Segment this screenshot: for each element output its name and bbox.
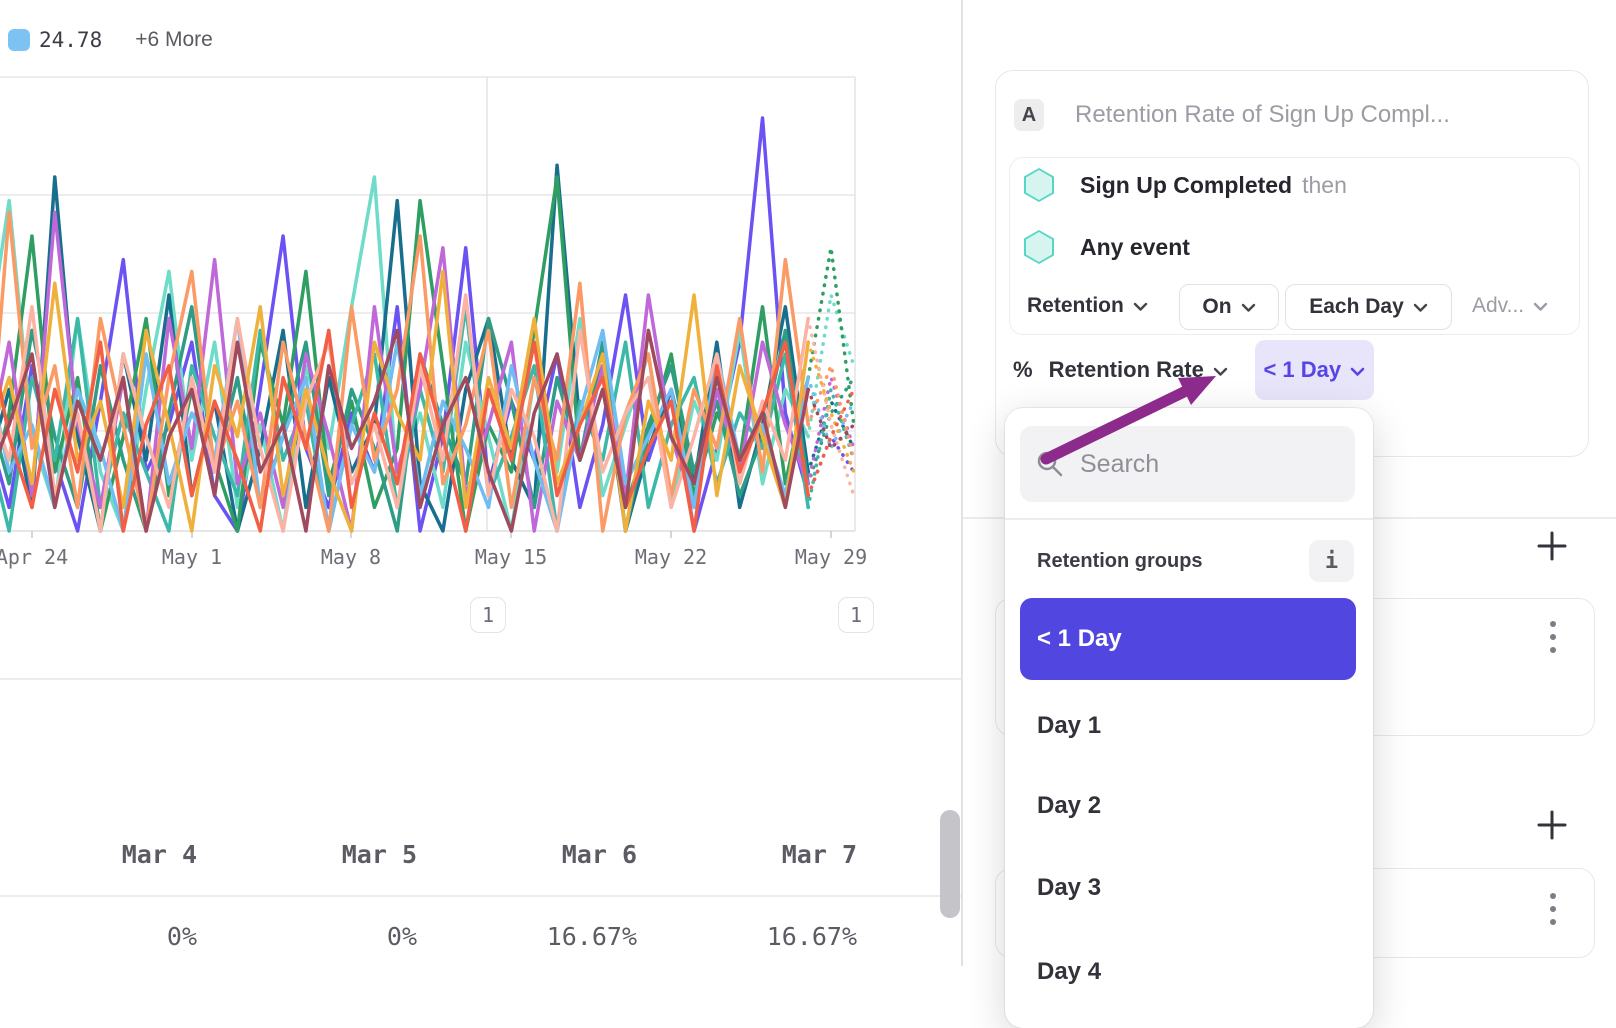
metric-card-title[interactable]: Retention Rate of Sign Up Compl... [1075, 101, 1450, 128]
event-hexagon-icon [1024, 230, 1054, 264]
table-column-header: Mar 4 [121, 840, 197, 869]
dropdown-item-day-4[interactable]: Day 4 [1037, 958, 1102, 985]
segment-menu-button[interactable] [1544, 615, 1562, 659]
interval-dropdown-button[interactable]: Each Day [1285, 284, 1452, 330]
chevron-down-icon [1213, 357, 1228, 383]
on-dropdown-button[interactable]: On [1179, 284, 1279, 330]
event-row[interactable]: Sign Up Completed then [1024, 168, 1347, 202]
group-label: Retention groups [1037, 549, 1203, 572]
chevron-down-icon [1533, 294, 1548, 318]
retention-groups-header: Retention groups i [1037, 540, 1357, 582]
search-icon [1036, 450, 1064, 478]
table-cell: 0% [386, 922, 417, 951]
event-name[interactable]: Sign Up Completed [1080, 171, 1293, 198]
search-box[interactable] [1020, 426, 1355, 502]
metric-card: A Retention Rate of Sign Up Compl... Sig… [995, 70, 1589, 457]
annotation-badge[interactable]: 1 [838, 597, 874, 633]
advanced-dropdown[interactable]: Adv... [1472, 284, 1548, 328]
add-segment-button[interactable] [1535, 529, 1569, 563]
event-row[interactable]: Any event [1024, 230, 1190, 264]
percent-symbol: % [1013, 357, 1033, 382]
svg-text:May 8: May 8 [321, 545, 381, 569]
retention-line-chart: Apr 24 May 1 May 8 May 15 May 22 May 29 [0, 76, 867, 569]
search-input[interactable] [1078, 448, 1322, 480]
legend-value[interactable]: 24.78 [39, 28, 103, 52]
metric-letter-badge: A [1014, 99, 1044, 131]
table-cell: 16.67% [766, 922, 857, 951]
plus-icon [1537, 810, 1567, 840]
info-icon[interactable]: i [1309, 540, 1354, 582]
retention-group-dropdown: Retention groups i < 1 Day Day 1 Day 2 D… [1005, 408, 1373, 1028]
chart-section: 24.78 +6 More Apr 24 May 1 May 8 May 15 May … [0, 28, 961, 951]
table-column-header: Mar 6 [561, 840, 637, 869]
legend-swatch[interactable] [8, 29, 30, 51]
svg-text:May 1: May 1 [162, 545, 222, 569]
event-hexagon-icon [1024, 168, 1054, 202]
app-root: { "legend": {"value": "24.78", "more_lab… [0, 0, 1616, 985]
retention-group-pill[interactable]: < 1 Day [1254, 340, 1374, 400]
table-cell: 0% [166, 922, 197, 951]
table-header-divider [0, 895, 961, 897]
metric-dropdown[interactable]: Retention Rate [1049, 357, 1228, 383]
chevron-down-icon [1133, 294, 1148, 318]
dropdown-item-lt-1-day[interactable]: < 1 Day [1020, 598, 1356, 680]
svg-text:May 22: May 22 [635, 545, 707, 569]
svg-text:May 15: May 15 [475, 545, 547, 569]
segment-menu-button[interactable] [1544, 887, 1562, 931]
svg-text:May 29: May 29 [795, 545, 867, 569]
kebab-icon [1550, 893, 1556, 899]
dropdown-divider [1005, 518, 1373, 520]
event-suffix: then [1302, 171, 1347, 198]
retention-type-dropdown[interactable]: Retention [1027, 284, 1148, 328]
plus-icon [1537, 531, 1567, 561]
kebab-icon [1550, 621, 1556, 627]
table-column-header: Mar 5 [341, 840, 417, 869]
chevron-down-icon [1350, 357, 1365, 383]
table-column-header: Mar 7 [781, 840, 857, 869]
panel-divider [961, 0, 963, 966]
section-divider [0, 678, 961, 680]
legend: 24.78 +6 More [8, 28, 213, 52]
add-segment-button[interactable] [1535, 808, 1569, 842]
table-cell: 16.67% [546, 922, 637, 951]
legend-more-button[interactable]: +6 More [135, 28, 213, 51]
chevron-down-icon [1241, 295, 1256, 319]
dropdown-item-day-2[interactable]: Day 2 [1037, 792, 1102, 819]
dropdown-item-day-3[interactable]: Day 3 [1037, 874, 1102, 901]
dropdown-item-day-1[interactable]: Day 1 [1037, 712, 1102, 739]
chevron-down-icon [1413, 295, 1428, 319]
event-name[interactable]: Any event [1080, 233, 1190, 260]
annotation-badge[interactable]: 1 [470, 597, 506, 633]
vertical-scrollbar-thumb[interactable] [940, 810, 960, 918]
svg-text:Apr 24: Apr 24 [0, 545, 68, 569]
event-definition-card: Sign Up Completed then Any event Retenti… [1009, 157, 1580, 335]
